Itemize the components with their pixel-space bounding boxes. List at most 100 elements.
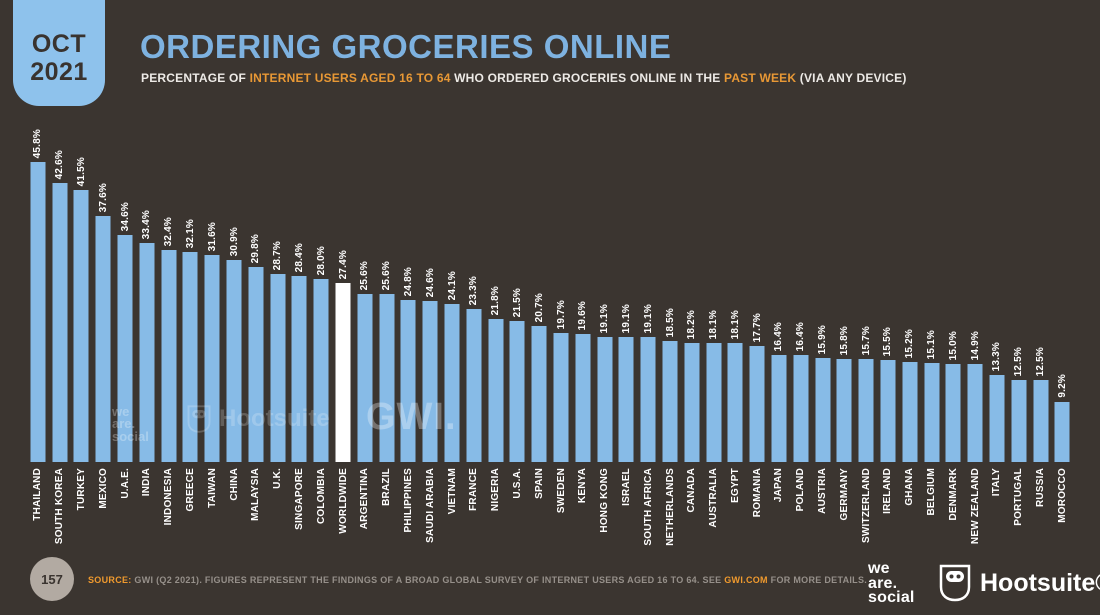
bar-column: 9.2% MOROCCO (1051, 124, 1073, 523)
bar (836, 359, 852, 462)
bar (880, 360, 896, 462)
source-link: GWI.COM (724, 575, 768, 585)
bar-value-label: 19.6% (577, 300, 589, 330)
bar (291, 276, 307, 462)
bar-column: 41.5% TURKEY (71, 124, 93, 510)
bar (618, 337, 634, 462)
bar (815, 358, 831, 462)
bar-value-label: 18.1% (708, 309, 720, 339)
bar (161, 250, 177, 462)
bar-category-label: THAILAND (32, 468, 44, 521)
hootsuite-logo: Hootsuite® (938, 560, 1100, 606)
bar-category-label: POLAND (795, 468, 807, 512)
bar-value-label: 15.7% (860, 325, 872, 355)
hootsuite-logo-label: Hootsuite® (980, 568, 1100, 597)
bar-value-label: 16.4% (795, 321, 807, 351)
bar-category-label: SOUTH KOREA (54, 468, 66, 545)
bar-value-label: 25.6% (381, 260, 393, 290)
bar (444, 304, 460, 462)
bar-column: 24.8% PHILIPPINES (398, 124, 420, 532)
bar (749, 346, 765, 462)
bar (575, 334, 591, 462)
hootsuite-owl-icon (939, 564, 971, 602)
bar-value-label: 12.5% (1013, 346, 1025, 376)
bar-category-label: SAUDI ARABIA (424, 468, 436, 543)
bar-column: 15.0% DENMARK (942, 124, 964, 521)
bar-column: 12.5% RUSSIA (1030, 124, 1052, 507)
bar (182, 252, 198, 462)
bar (640, 337, 656, 462)
bar-value-label: 18.1% (729, 309, 741, 339)
bar-value-label: 19.1% (620, 303, 632, 333)
we-are-social-logo: we are. social (868, 560, 915, 606)
bar (858, 359, 874, 462)
bar (139, 243, 155, 462)
bar-value-label: 19.1% (642, 303, 654, 333)
bar-chart: 45.8% THAILAND 42.6% SOUTH KOREA 41.5% TURKEY… (27, 124, 1073, 546)
bar-category-label: WORLDWIDE (337, 468, 349, 534)
bar (357, 294, 373, 462)
source-text: GWI (Q2 2021). FIGURES REPRESENT THE FIN… (131, 575, 725, 585)
bar-column: 24.6% SAUDI ARABIA (419, 124, 441, 543)
bar-value-label: 28.4% (293, 242, 305, 272)
bar-highlight (335, 283, 351, 462)
bar-category-label: SPAIN (533, 468, 545, 499)
we-are-social-logo-line: we (868, 560, 890, 577)
bar-value-label: 17.7% (751, 312, 763, 342)
bar-value-label: 28.0% (315, 245, 327, 275)
bar-column: 21.5% U.S.A. (507, 124, 529, 499)
bar-column: 34.6% U.A.E. (114, 124, 136, 499)
bar-column: 13.3% ITALY (986, 124, 1008, 496)
bar-category-label: CHINA (228, 468, 240, 501)
bar (466, 309, 482, 462)
bar (793, 355, 809, 462)
bar-column: 19.1% HONG KONG (594, 124, 616, 533)
bar-value-label: 15.0% (947, 330, 959, 360)
bar-category-label: IRELAND (882, 468, 894, 514)
bar-value-label: 28.7% (272, 240, 284, 270)
bar-category-label: PORTUGAL (1013, 468, 1025, 526)
date-badge-month: OCT (31, 30, 87, 58)
bar-category-label: TAIWAN (206, 468, 218, 508)
page-subtitle: PERCENTAGE OF INTERNET USERS AGED 16 TO … (141, 71, 907, 85)
bar-column: 16.4% POLAND (790, 124, 812, 511)
bar-column: 31.6% TAIWAN (201, 124, 223, 508)
bar-category-label: NIGERIA (490, 468, 502, 512)
bar (902, 362, 918, 462)
bar-value-label: 32.1% (184, 218, 196, 248)
bar-category-label: SINGAPORE (293, 468, 305, 530)
subtitle-segment: (VIA ANY DEVICE) (796, 71, 907, 85)
bar-value-label: 45.8% (32, 128, 44, 158)
bar (226, 260, 242, 462)
bar-category-label: MALAYSIA (250, 468, 262, 521)
subtitle-segment: WHO ORDERED GROCERIES ONLINE IN THE (450, 71, 724, 85)
bar-category-label: ROMANIA (751, 468, 763, 518)
bar-category-label: KENYA (577, 468, 589, 504)
bar-value-label: 15.8% (838, 325, 850, 355)
bar (1011, 380, 1027, 462)
bar-category-label: JAPAN (773, 468, 785, 503)
bar-column: 25.6% ARGENTINA (354, 124, 376, 529)
bar-value-label: 16.4% (773, 321, 785, 351)
bar (422, 301, 438, 462)
bar-column: 15.5% IRELAND (877, 124, 899, 514)
bar-category-label: U.S.A. (511, 468, 523, 499)
page-title: ORDERING GROCERIES ONLINE (140, 28, 672, 65)
bar-category-label: AUSTRALIA (708, 468, 720, 528)
bar-value-label: 24.6% (424, 267, 436, 297)
bar-category-label: NETHERLANDS (664, 468, 676, 546)
bar-value-label: 34.6% (119, 201, 131, 231)
bar-value-label: 14.9% (969, 330, 981, 360)
bar-value-label: 21.8% (490, 285, 502, 315)
bar-value-label: 18.5% (664, 307, 676, 337)
bar-category-label: SOUTH AFRICA (642, 468, 654, 546)
bar-column: 25.6% BRAZIL (376, 124, 398, 506)
bar-column: 15.9% AUSTRIA (812, 124, 834, 514)
bar (945, 364, 961, 462)
bar-value-label: 19.7% (555, 299, 567, 329)
bar-value-label: 18.2% (686, 309, 698, 339)
bar (553, 333, 569, 462)
bar (95, 216, 111, 462)
bar-column: 37.6% MEXICO (92, 124, 114, 509)
bar-value-label: 42.6% (54, 149, 66, 179)
